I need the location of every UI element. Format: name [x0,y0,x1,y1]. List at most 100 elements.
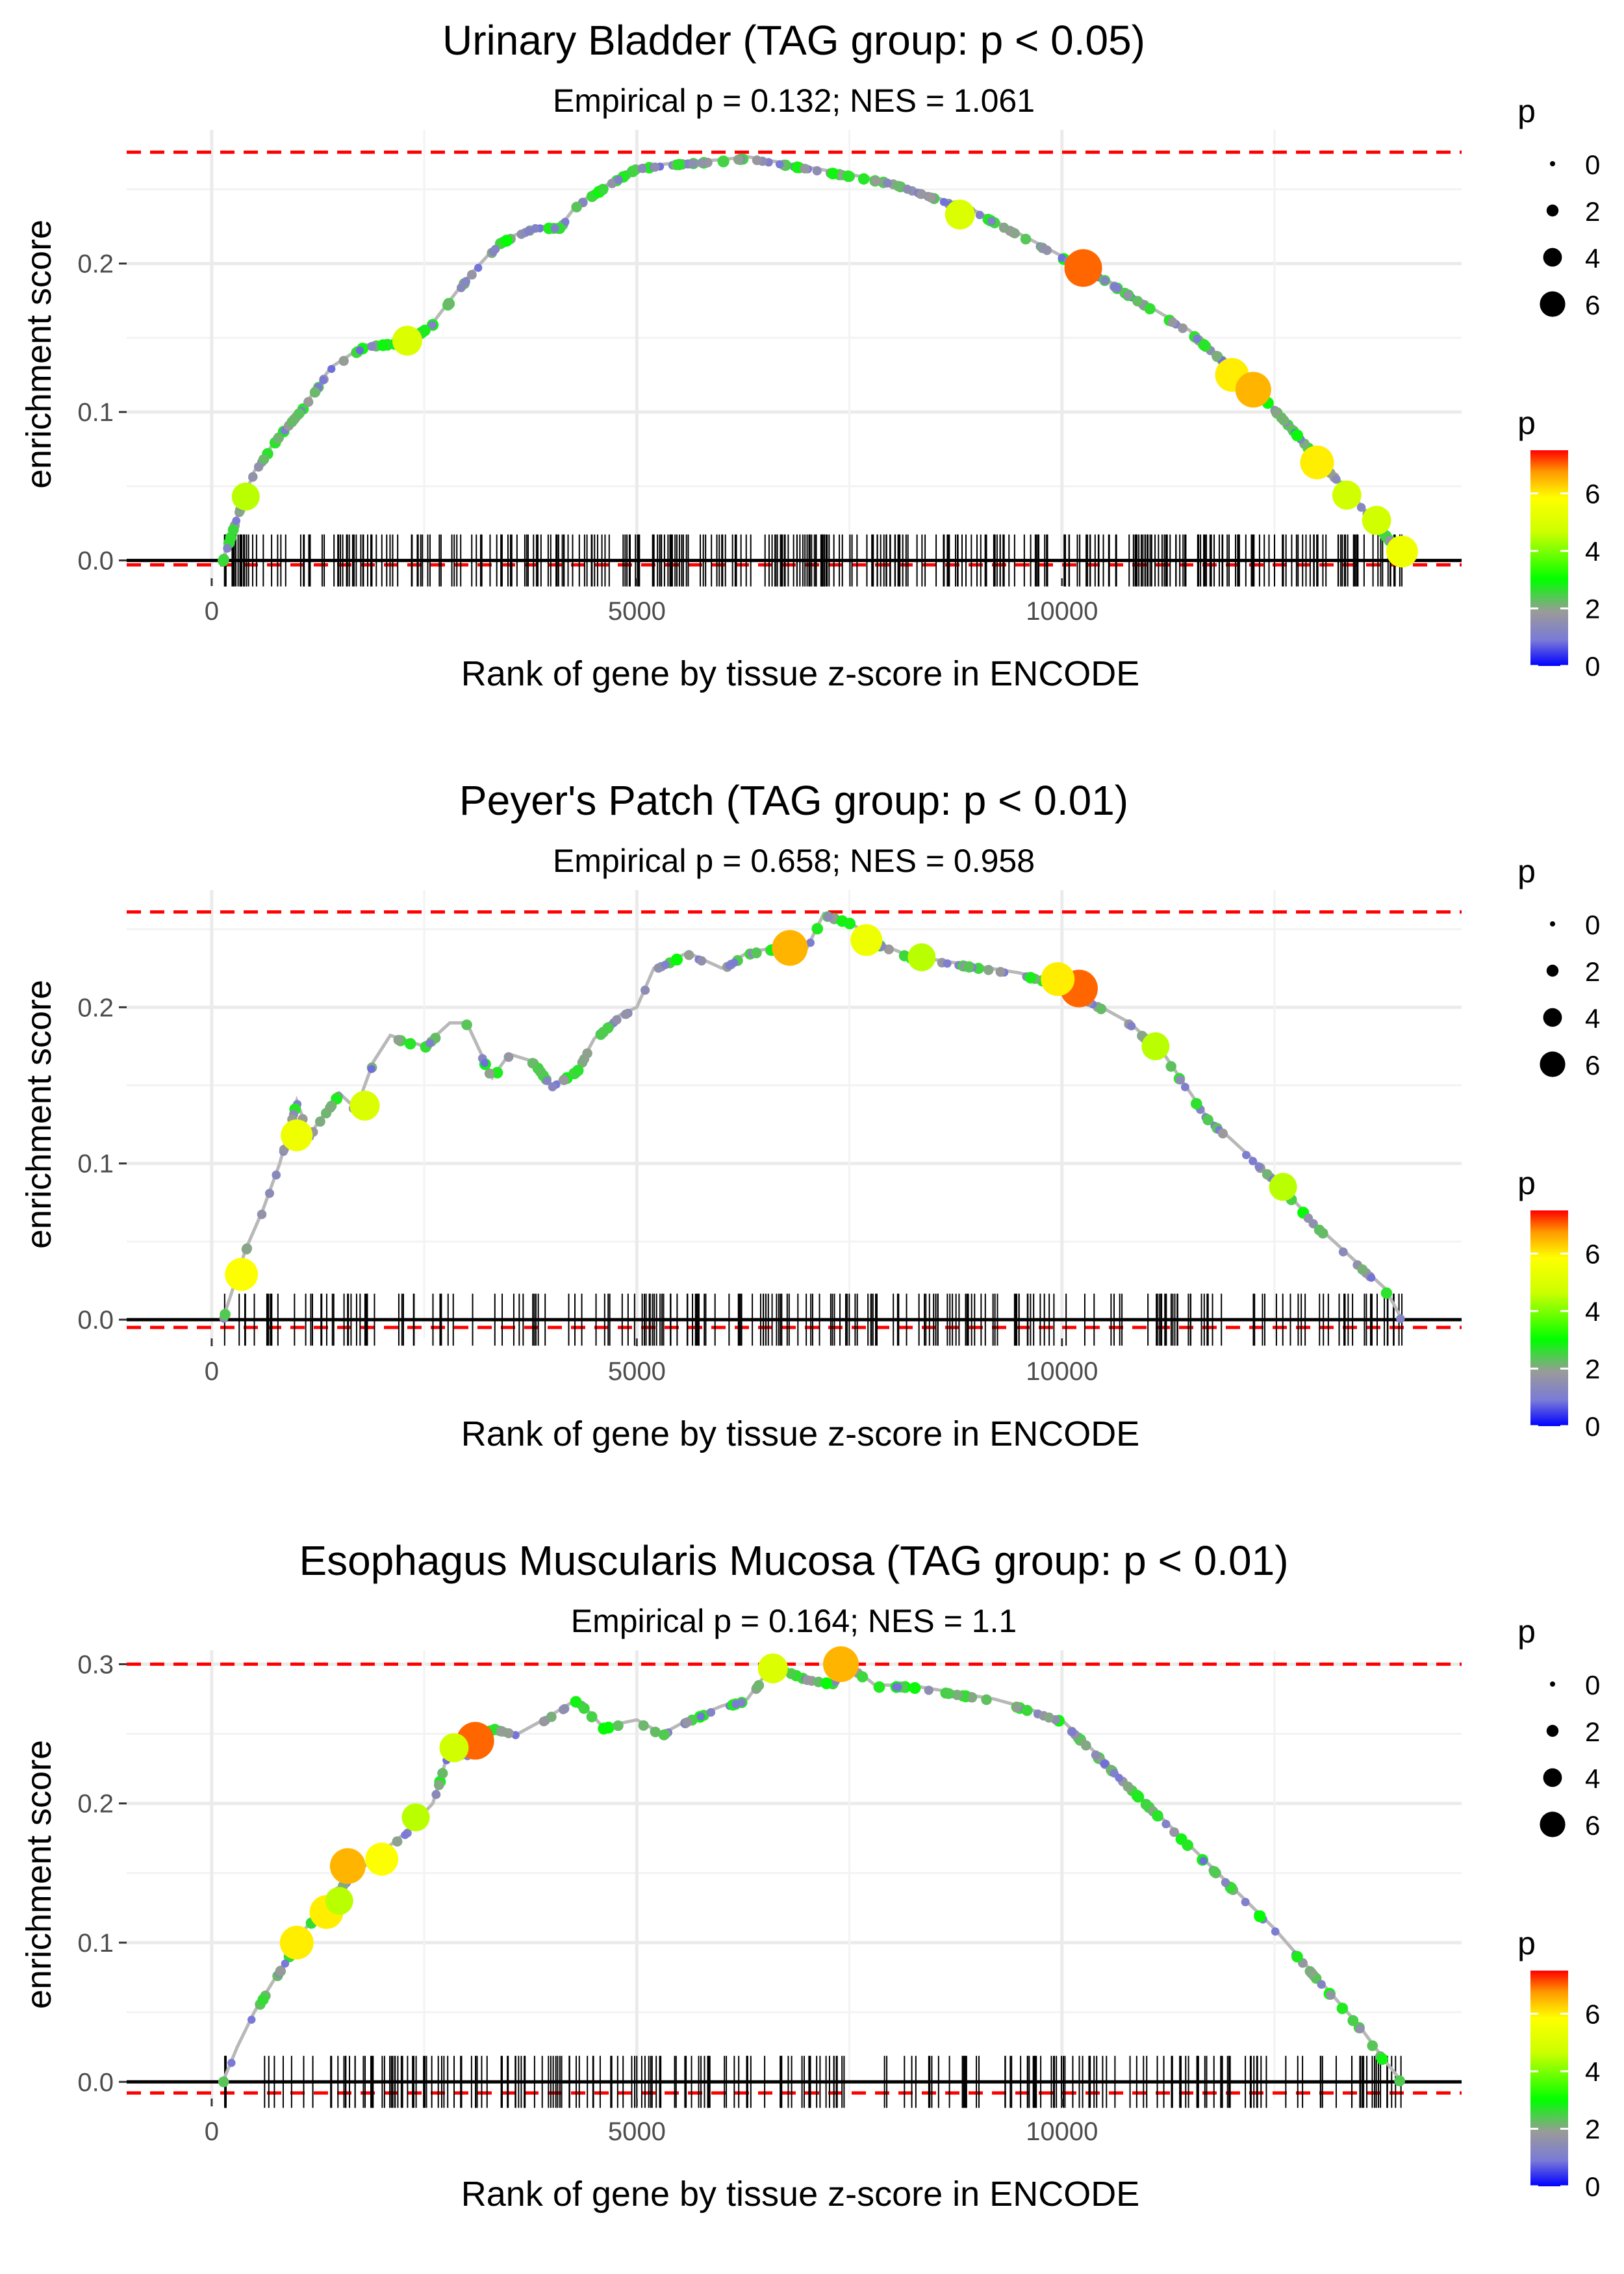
highlight-point [1332,480,1362,510]
curve-point [1161,1819,1171,1828]
curve-point [404,1038,416,1050]
curve-point [1021,1704,1033,1717]
curve-point [248,472,258,482]
size-legend: p 0 2 4 6 [1517,93,1600,320]
curve-point [894,1683,902,1691]
size-legend-label: 6 [1585,1050,1600,1080]
curve-point [303,396,314,407]
curve-point [264,1188,274,1198]
curve-point [327,364,336,373]
curve-point [688,159,698,168]
curve-point [1024,971,1037,984]
color-legend: p 0 2 4 6 [1517,1925,1600,2202]
size-legend-dot [1546,204,1559,217]
curve-point [319,376,327,385]
curve-point [218,555,229,567]
curve-point [1357,1264,1368,1275]
curve-point [1306,1968,1317,1978]
highlight-point [822,1646,859,1682]
curve-point [1271,407,1282,418]
curve-point [1317,1228,1328,1239]
curve-point [987,216,996,226]
curve-point [650,162,660,172]
curve-point [733,154,744,165]
curve-point [1291,1950,1303,1963]
size-legend-label: 2 [1585,956,1600,987]
curve-point [754,1680,765,1691]
color-legend-title: p [1517,405,1536,441]
curve-point [1044,1712,1054,1723]
curve-point [1325,1990,1336,2000]
curve-point [1396,1314,1405,1323]
curve-point [457,283,466,292]
size-legend-dot [1540,291,1566,317]
curve-point [597,184,609,196]
highlight-point [365,1843,399,1876]
curve-point [524,226,533,236]
curve-point [392,1836,403,1846]
chart-subtitle: Empirical p = 0.164; NES = 1.1 [571,1603,1017,1639]
x-tick-label: 10000 [1026,2117,1098,2146]
color-legend: p 0 2 4 6 [1517,1165,1600,1442]
curve-point [1380,1287,1393,1299]
x-tick-label: 10000 [1026,597,1098,626]
y-axis-label: enrichment score [19,1740,58,2009]
gridlines [127,1650,1462,2099]
curve-point [981,1694,992,1706]
highlight-point [329,1848,366,1884]
highlight-point [1386,535,1418,568]
curve-point [500,235,513,247]
curve-point [812,166,822,175]
curve-points [218,1646,1406,2088]
size-legend-dot [1550,921,1555,926]
x-tick-label: 10000 [1026,1357,1098,1386]
curve-point [661,960,670,969]
curve-point [1123,1781,1134,1792]
curve-point [612,1015,622,1025]
curve-point [257,1209,267,1220]
highlight-point [850,924,883,956]
chart-panel-2: Peyer's Patch (TAG group: p < 0.01) Empir… [19,777,1600,1453]
y-tick-label: 0.0 [77,547,114,576]
curve-point [1303,1213,1313,1223]
curve-point [731,1700,740,1709]
curve-point [1068,1728,1076,1737]
curve-point [496,1726,507,1737]
curve-point [638,1720,649,1731]
curve-point [598,1722,610,1735]
curve-point [857,173,870,185]
highlight-point [225,1258,259,1291]
curve-point [401,1831,409,1839]
curve-point [1209,1866,1220,1878]
curve-point [484,1068,495,1079]
color-legend-label: 6 [1585,1238,1600,1269]
size-legend-label: 0 [1585,1670,1600,1700]
highlight-point [1235,372,1271,408]
curve-point [314,1116,325,1127]
curve-point [800,164,810,174]
size-legend: p 0 2 4 6 [1517,1613,1600,1841]
curve-point [952,1689,963,1700]
curve-point [232,517,241,526]
curve-point [1144,303,1156,314]
curve-point [730,958,739,967]
curve-point [683,950,694,960]
size-legend-label: 0 [1585,149,1600,180]
curve-point [1317,1980,1326,1989]
curve-point [943,959,952,968]
curve-point [571,201,582,212]
curve-point [242,1243,253,1254]
curve-point [827,168,839,180]
curve-point [546,1711,557,1722]
curve-point [1376,2053,1388,2065]
x-tick-label: 0 [205,1357,219,1386]
y-tick-label: 0.0 [77,1306,114,1335]
curve-point [975,211,984,220]
curve-point [1254,1162,1263,1171]
curve-point [225,531,237,544]
color-legend-label: 0 [1585,2171,1600,2202]
chart-panel-1: Urinary Bladder (TAG group: p < 0.05) Emp… [19,17,1600,693]
curve-point [1132,296,1143,307]
curve-point [696,158,707,168]
size-legend-label: 4 [1585,243,1600,274]
